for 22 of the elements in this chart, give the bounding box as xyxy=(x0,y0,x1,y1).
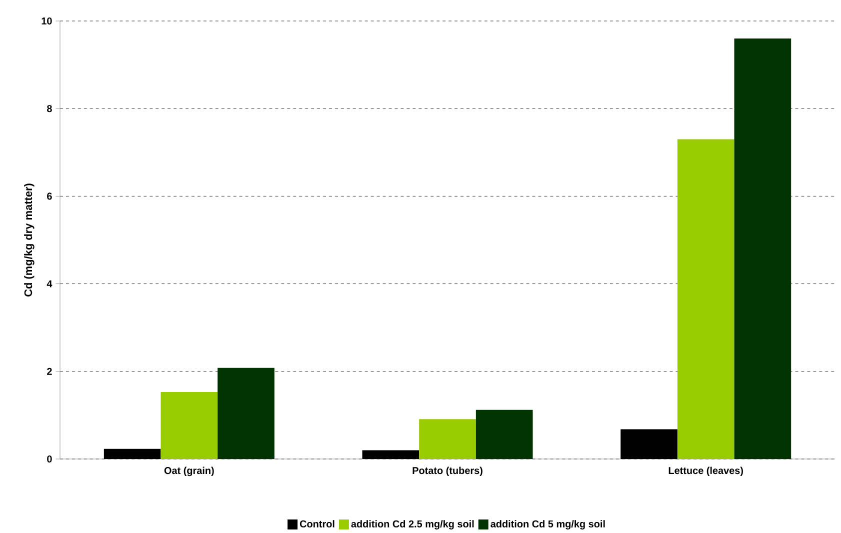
bar xyxy=(362,450,420,460)
bar xyxy=(677,139,734,460)
y-tick-label: 2 xyxy=(47,368,52,375)
x-tick-label: Potato (tubers) xyxy=(412,466,482,476)
y-tick-label: 10 xyxy=(42,18,52,25)
bar xyxy=(419,419,476,460)
x-tick-label: Oat (grain) xyxy=(164,466,214,476)
bar xyxy=(734,38,792,460)
legend-label: Control xyxy=(300,520,334,528)
legend-label: addition Cd 2.5 mg/kg soil xyxy=(351,520,474,530)
bar xyxy=(476,410,533,460)
y-tick-label: 0 xyxy=(47,456,52,463)
x-tick-label: Lettuce (leaves) xyxy=(668,466,743,476)
y-tick-label: 6 xyxy=(47,192,52,200)
bar xyxy=(160,392,218,460)
y-tick-label: 8 xyxy=(47,105,52,112)
bar xyxy=(104,449,161,460)
bar xyxy=(218,368,274,460)
y-axis-title: Cd (mg/kg dry matter) xyxy=(24,184,34,297)
y-tick-label: 4 xyxy=(46,280,52,288)
legend-label: addition Cd 5 mg/kg soil xyxy=(490,520,605,530)
bar xyxy=(620,429,678,460)
